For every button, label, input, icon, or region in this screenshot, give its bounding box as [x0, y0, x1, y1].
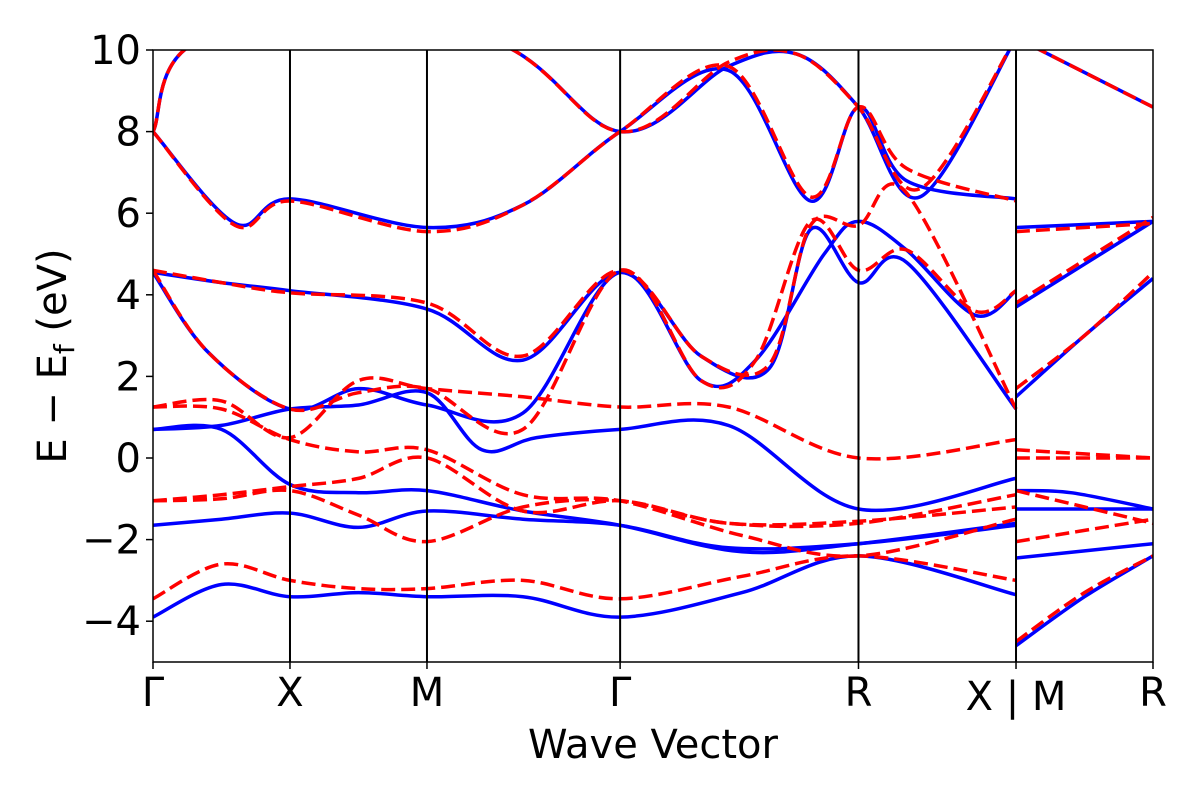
series-b-band-9	[153, 455, 1153, 529]
x-tick-label: Γ	[609, 670, 632, 716]
x-axis: Γ X M Γ R X | M R	[142, 662, 1167, 720]
x-tick-label: R	[845, 670, 873, 716]
series-a-band-7	[153, 50, 1153, 200]
series-a-band-8	[153, 389, 1153, 513]
x-tick-label: X	[276, 670, 303, 716]
series-b-band-5	[153, 215, 1153, 436]
series-b-band-4	[153, 376, 1153, 461]
y-axis-label: E − Ef (eV)	[30, 248, 81, 463]
x-tick-label: R	[1139, 670, 1167, 716]
y-tick-label: 8	[116, 110, 141, 156]
y-tick-label: 2	[116, 354, 141, 400]
series-b-band-7	[153, 63, 1153, 234]
series-a-band-1	[153, 554, 1153, 648]
x-axis-label: Wave Vector	[528, 722, 779, 768]
x-tick-label: X | M	[966, 674, 1067, 720]
y-tick-label: 6	[116, 191, 141, 237]
series-a-band-3	[153, 423, 1153, 555]
series-b-band-8	[153, 50, 1153, 192]
y-tick-label: −2	[82, 518, 141, 564]
bands-layer	[153, 50, 1153, 648]
x-tick-label: M	[410, 670, 445, 716]
y-tick-label: −4	[82, 599, 141, 645]
series-b-band-1	[153, 554, 1153, 644]
y-tick-label: 0	[116, 436, 141, 482]
y-axis: −4 −2 0 2 4 6 8 10	[82, 28, 153, 645]
series-b-band-6	[153, 182, 1153, 410]
x-tick-label: Γ	[142, 670, 165, 716]
plot-frame	[152, 49, 1154, 663]
y-tick-label: 4	[116, 273, 141, 319]
y-tick-label: 10	[90, 28, 141, 74]
high-symmetry-lines	[288, 50, 1018, 662]
